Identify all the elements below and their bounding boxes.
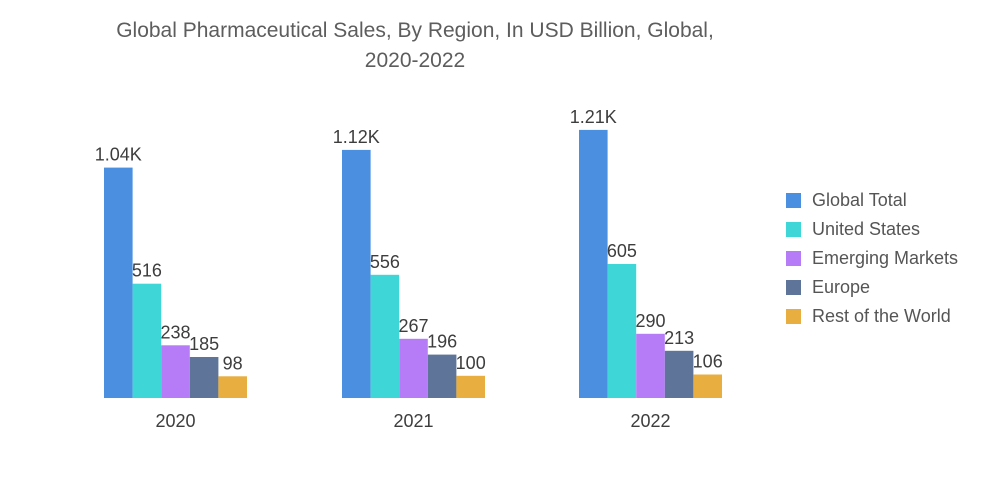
chart-title-line-2: 2020-2022 <box>364 49 466 72</box>
bar-europe-2020 <box>189 357 219 398</box>
chart-title-line-1: Global Pharmaceutical Sales, By Region, … <box>116 19 714 42</box>
legend-label-global-total: Global Total <box>812 190 907 210</box>
legend-item-rest-of-the-world: Rest of the World <box>786 302 958 331</box>
bar-europe-2022 <box>664 350 694 398</box>
data-label-europe-2021: 196 <box>427 332 457 352</box>
bar-rest-of-the-world-2020 <box>218 376 247 398</box>
legend-label-emerging-markets: Emerging Markets <box>812 248 959 268</box>
legend-label-europe: Europe <box>812 277 871 297</box>
data-label-global-total-2022: 1.21K <box>570 107 617 127</box>
legend-label-rest-of-the-world: Rest of the World <box>812 306 951 326</box>
legend-item-europe: Europe <box>786 273 958 302</box>
bar-united-states-2021 <box>370 274 400 398</box>
data-label-rest-of-the-world-2020: 98 <box>223 353 243 373</box>
bar-emerging-markets-2020 <box>161 345 190 398</box>
data-label-europe-2022: 213 <box>664 328 694 348</box>
data-label-emerging-markets-2020: 238 <box>160 322 190 342</box>
chart-legend: Global Total United States Emerging Mark… <box>786 186 958 331</box>
data-label-europe-2020: 185 <box>189 334 219 354</box>
legend-item-emerging-markets: Emerging Markets <box>786 244 958 273</box>
x-tick-label-2022: 2022 <box>630 411 670 431</box>
bar-global-total-2020 <box>104 167 133 398</box>
bar-united-states-2020 <box>132 283 162 398</box>
bar-rest-of-the-world-2022 <box>693 374 722 398</box>
bar-emerging-markets-2022 <box>636 333 665 398</box>
bar-rest-of-the-world-2021 <box>456 375 485 398</box>
data-label-united-states-2022: 605 <box>607 241 637 261</box>
legend-swatch-europe <box>786 280 801 295</box>
x-tick-label-2021: 2021 <box>393 411 433 431</box>
legend-swatch-global-total <box>786 193 801 208</box>
bar-emerging-markets-2021 <box>399 338 428 398</box>
legend-swatch-emerging-markets <box>786 251 801 266</box>
data-label-united-states-2021: 556 <box>370 252 400 272</box>
legend-label-united-states: United States <box>812 219 921 239</box>
data-label-emerging-markets-2021: 267 <box>398 316 428 336</box>
bar-united-states-2022 <box>607 264 637 398</box>
legend-swatch-rest-of-the-world <box>786 309 801 324</box>
data-label-global-total-2020: 1.04K <box>95 145 142 165</box>
legend-swatch-united-states <box>786 222 801 237</box>
legend-item-united-states: United States <box>786 215 958 244</box>
data-label-united-states-2020: 516 <box>132 261 162 281</box>
chart-title: Global Pharmaceutical Sales, By Region, … <box>0 16 830 76</box>
data-label-global-total-2021: 1.12K <box>333 127 380 147</box>
bar-global-total-2021 <box>342 149 371 398</box>
x-tick-label-2020: 2020 <box>155 411 195 431</box>
legend-item-global-total: Global Total <box>786 186 958 215</box>
data-label-rest-of-the-world-2022: 106 <box>693 352 723 372</box>
bar-global-total-2022 <box>579 129 608 398</box>
bar-europe-2021 <box>427 354 457 398</box>
data-label-rest-of-the-world-2021: 100 <box>456 353 486 373</box>
data-label-emerging-markets-2022: 290 <box>635 311 665 331</box>
